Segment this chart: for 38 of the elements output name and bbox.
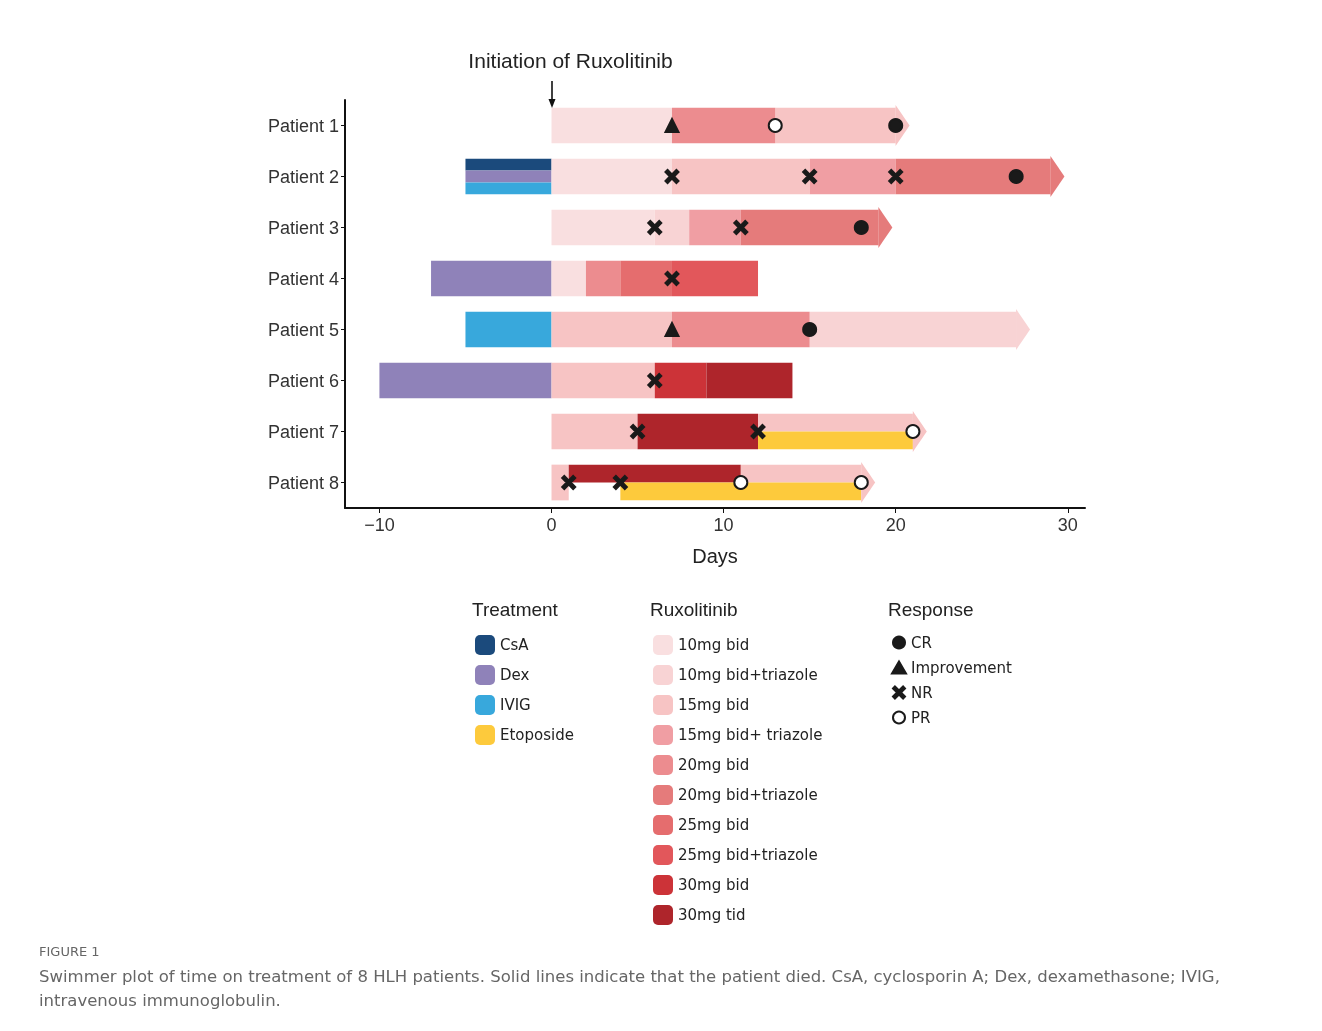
x-tick-label: 20 (885, 515, 906, 535)
legend-label: 20mg bid (678, 756, 750, 774)
legend-label: CsA (500, 636, 530, 654)
x-axis-title: Days (692, 545, 738, 567)
legend-label: Dex (500, 666, 530, 684)
y-tick-label: Patient 7 (267, 421, 339, 442)
legend-label: Improvement (911, 658, 1013, 677)
legend-label: NR (911, 683, 933, 702)
text: Swimmer plot of time on treatment of 8 HLH patients. Solid lines indicate that the patient died. CsA, cyclosporin A; Dex, dexamethasone; IVIG, intravenous immunoglobulin. (39, 966, 1221, 1012)
legend-label: 10mg bid (678, 636, 750, 654)
y-tick-label: Patient 1 (267, 115, 339, 136)
x-tick-label: 30 (1057, 515, 1078, 535)
legend-label: CR (911, 633, 932, 652)
legend-title: Treatment (472, 599, 559, 620)
y-tick-label: Patient 6 (267, 370, 339, 391)
legend-label: 25mg bid (678, 816, 750, 834)
caption: FIGURE 1 (39, 944, 101, 959)
text: Ruxolitinib (650, 599, 738, 620)
legend-label: IVIG (500, 696, 531, 714)
legend-label: 30mg tid (678, 906, 746, 924)
legend-label: 15mg bid (678, 696, 750, 714)
legend-label: 20mg bid+triazole (678, 786, 818, 804)
legend-label: 30mg bid (678, 876, 750, 894)
ref-line-label: Initiation of Ruxolitinib (468, 48, 673, 72)
text: Response (888, 599, 974, 620)
x-tick-label: 10 (713, 515, 734, 535)
legend-label: 10mg bid+triazole (678, 666, 818, 684)
y-tick-label: Patient 8 (267, 472, 339, 493)
legend-label: Etoposide (500, 726, 574, 744)
y-tick-label: Patient 5 (267, 319, 339, 340)
legend-label: PR (911, 708, 931, 727)
legend-label: 25mg bid+triazole (678, 846, 818, 864)
y-tick-label: Patient 4 (267, 268, 339, 289)
y-tick-label: Patient 2 (267, 166, 339, 187)
legend-label: 15mg bid+ triazole (678, 726, 823, 744)
x-tick-label: −10 (364, 515, 395, 535)
y-tick-label: Patient 3 (267, 217, 339, 238)
x-tick-label: 0 (546, 515, 557, 535)
